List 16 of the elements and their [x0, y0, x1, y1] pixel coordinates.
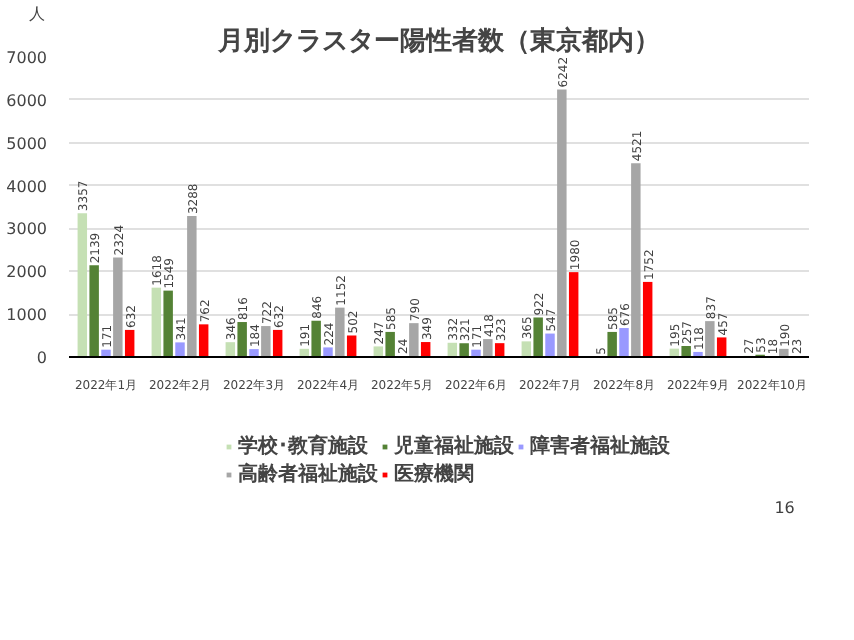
y-tick-label: 1000	[6, 306, 47, 325]
legend-label: 障害者福祉施設	[530, 432, 670, 460]
y-tick-label: 4000	[6, 177, 47, 196]
legend-label: 医療機関	[394, 461, 474, 488]
y-tick-label: 5000	[6, 134, 47, 153]
y-tick-label: 6000	[6, 91, 47, 110]
y-axis-title: 人	[29, 5, 45, 23]
legend-label: 高齢者福祉施設	[238, 460, 378, 488]
legend-label: 児童福祉施設	[394, 432, 514, 460]
y-tick-label: 2000	[6, 263, 47, 282]
legend-label: 学校･教育施設	[238, 432, 368, 460]
y-tick-label: 3000	[6, 220, 47, 239]
text: 16	[774, 499, 795, 518]
y-tick-label: 0	[36, 349, 48, 367]
y-tick-label: 7000	[6, 49, 47, 67]
chart-title: 月別クラスター陽性者数（東京都内）	[216, 25, 660, 57]
